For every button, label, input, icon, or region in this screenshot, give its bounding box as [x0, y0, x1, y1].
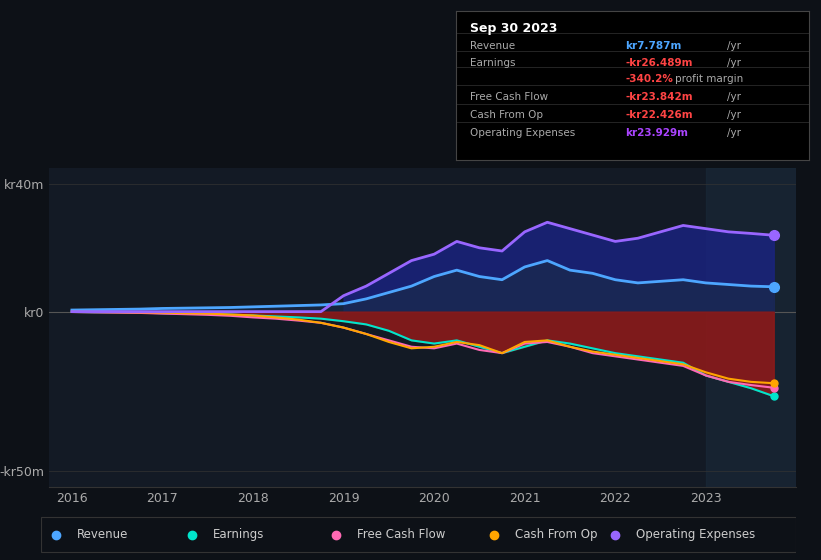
Text: /yr: /yr [727, 128, 741, 138]
Text: /yr: /yr [727, 41, 741, 51]
Text: Earnings: Earnings [470, 58, 516, 68]
Text: Cash From Op: Cash From Op [516, 528, 598, 542]
Bar [706, 168, 796, 487]
Text: -kr23.842m: -kr23.842m [625, 92, 693, 102]
Text: profit margin: profit margin [675, 74, 743, 84]
Text: kr23.929m: kr23.929m [625, 128, 688, 138]
Text: /yr: /yr [727, 92, 741, 102]
Text: Sep 30 2023: Sep 30 2023 [470, 22, 557, 35]
Text: Revenue: Revenue [470, 41, 515, 51]
Text: Revenue: Revenue [77, 528, 129, 542]
Text: Cash From Op: Cash From Op [470, 110, 543, 120]
Text: -kr26.489m: -kr26.489m [625, 58, 693, 68]
Text: /yr: /yr [727, 110, 741, 120]
Text: kr7.787m: kr7.787m [625, 41, 681, 51]
Text: -340.2%: -340.2% [625, 74, 673, 84]
Text: /yr: /yr [727, 58, 741, 68]
Text: Operating Expenses: Operating Expenses [636, 528, 755, 542]
Text: -kr22.426m: -kr22.426m [625, 110, 693, 120]
Text: Free Cash Flow: Free Cash Flow [470, 92, 548, 102]
Text: Free Cash Flow: Free Cash Flow [357, 528, 445, 542]
Text: Earnings: Earnings [213, 528, 264, 542]
Text: Operating Expenses: Operating Expenses [470, 128, 575, 138]
